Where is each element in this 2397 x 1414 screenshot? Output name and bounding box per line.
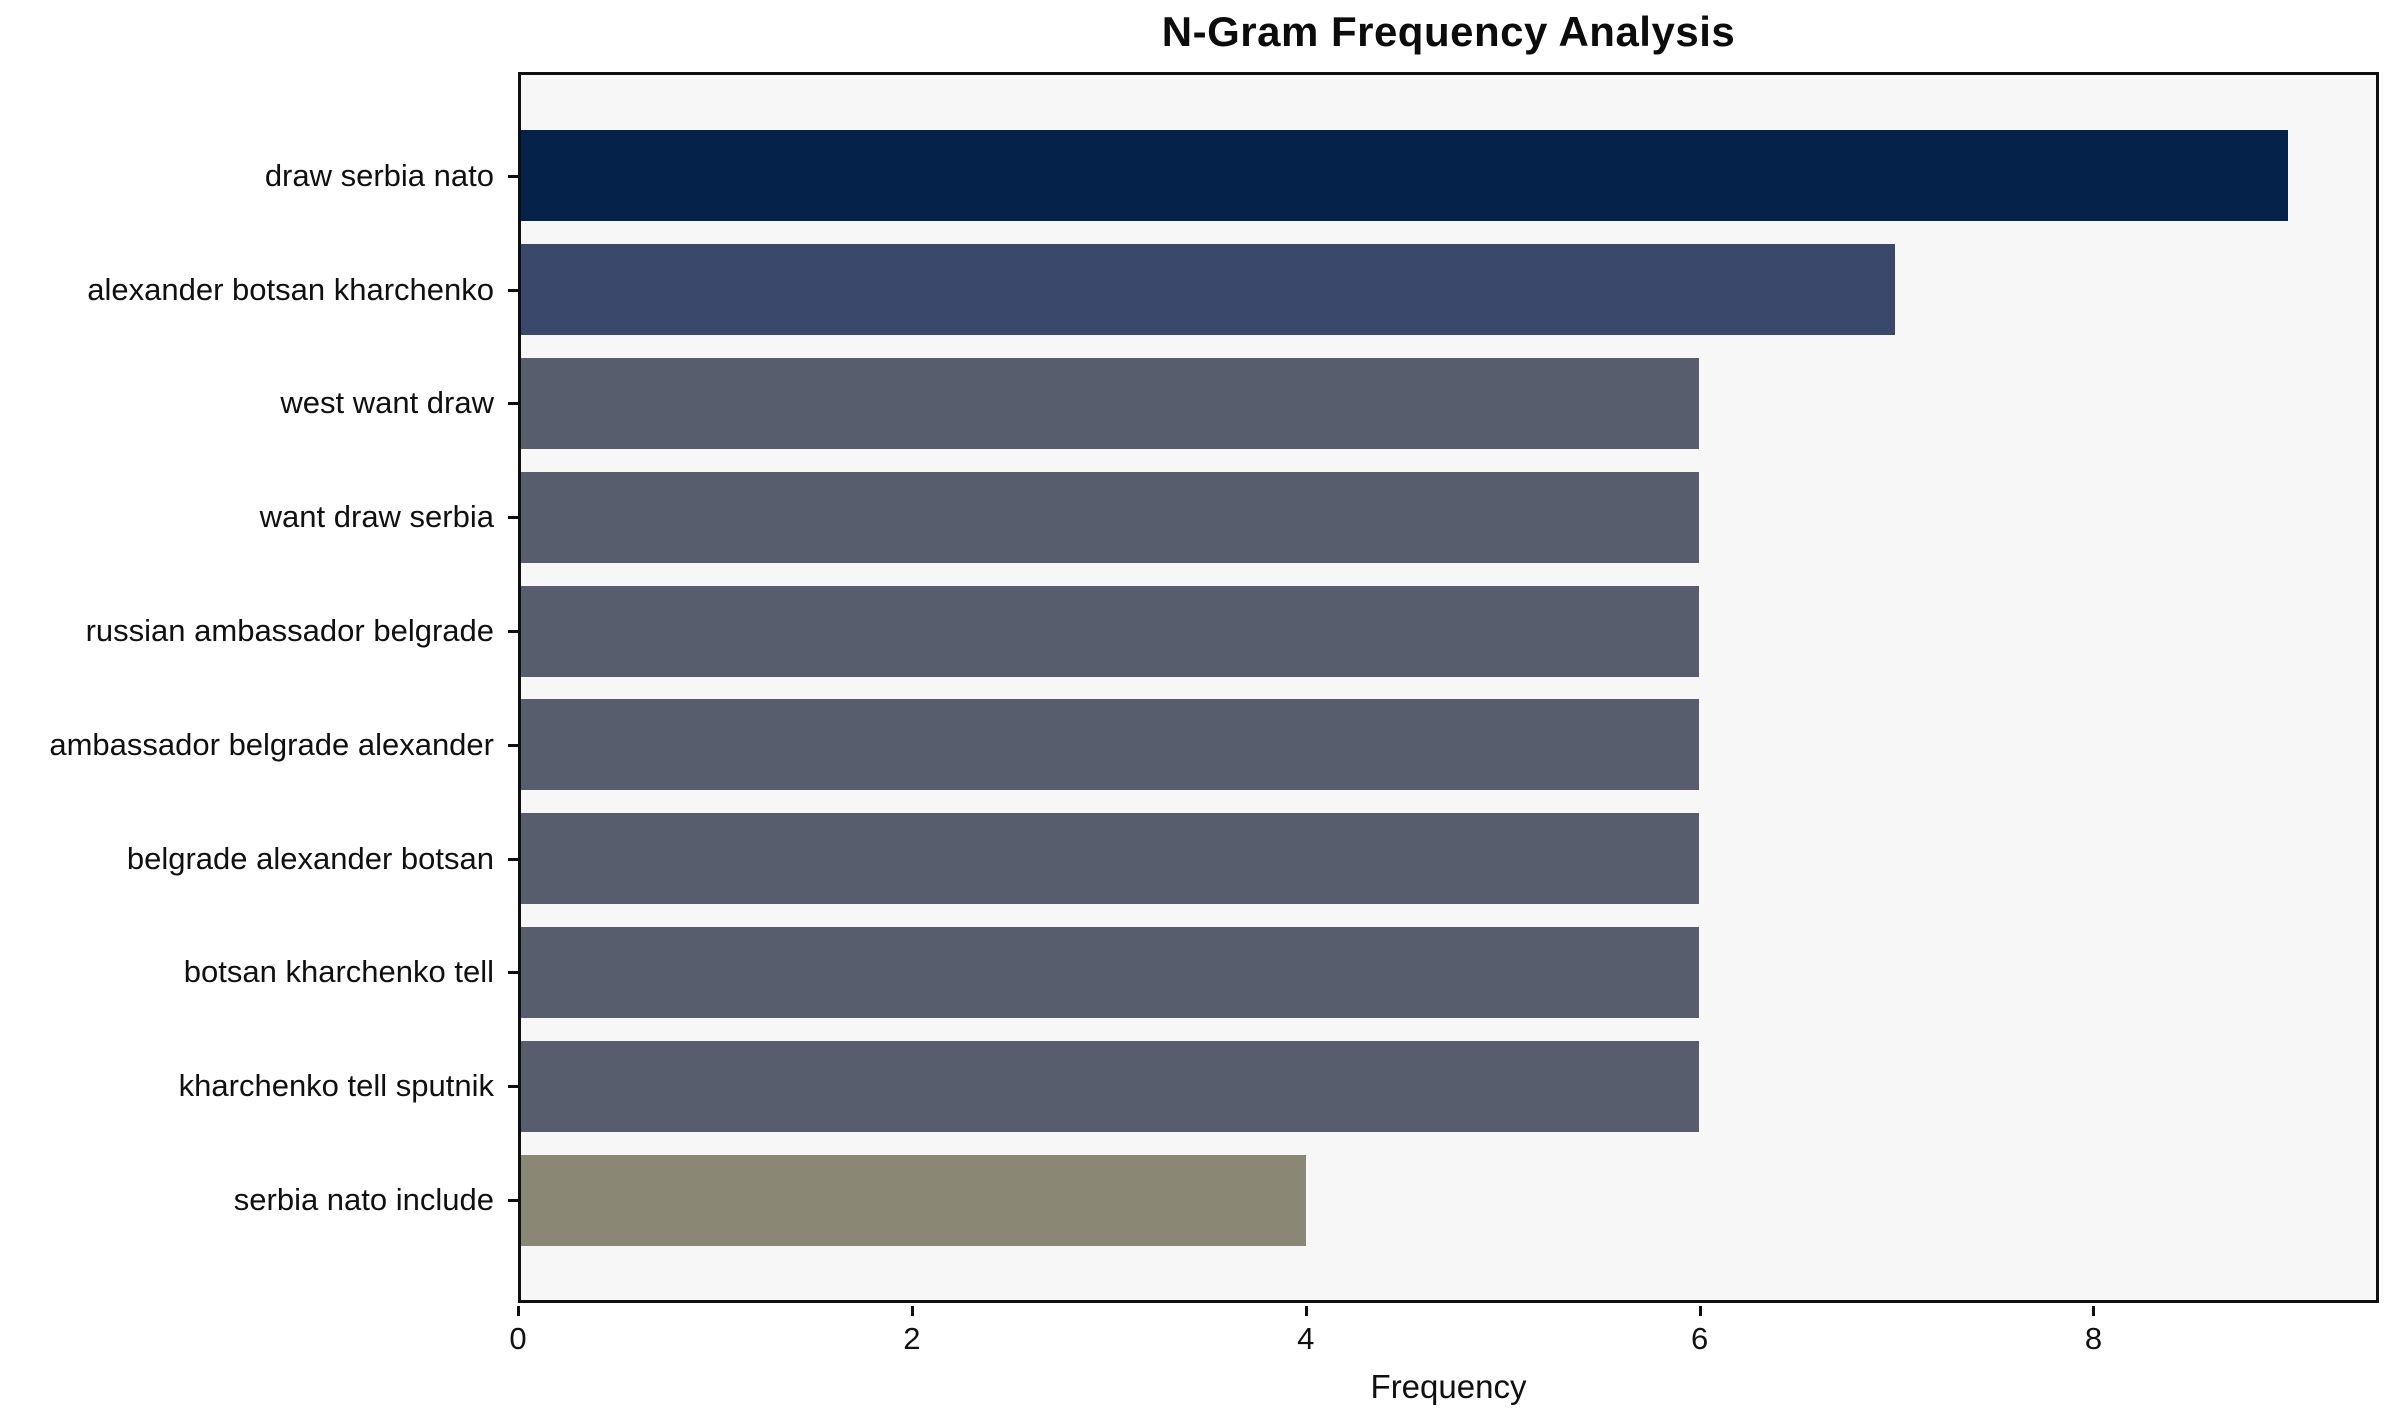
y-axis-tick (508, 516, 518, 520)
bar-row: ambassador belgrade alexander (49, 688, 2376, 802)
bar-row: serbia nato include (234, 1143, 2376, 1257)
bar (521, 1154, 1307, 1246)
bar-rows: draw serbia nato alexander botsan kharche… (49, 75, 2376, 1300)
bar-row: belgrade alexander botsan (127, 802, 2376, 916)
y-axis-tick (508, 288, 518, 292)
y-axis-tick (508, 743, 518, 747)
bar-row: russian ambassador belgrade (86, 574, 2376, 688)
x-axis-tick-label: 2 (903, 1321, 921, 1356)
bar-row: want draw serbia (260, 460, 2376, 574)
x-axis-tick-label: 8 (2084, 1321, 2103, 1356)
x-axis-tick (1698, 1306, 1702, 1316)
y-axis-label: botsan kharchenko tell (183, 954, 494, 990)
x-axis-tick-label: 0 (509, 1321, 527, 1356)
bar (521, 244, 1896, 336)
y-axis-tick (508, 971, 518, 975)
y-axis-tick (508, 1085, 518, 1089)
y-axis-label: serbia nato include (233, 1182, 494, 1218)
y-axis-tick (508, 857, 518, 861)
x-axis-tick (2092, 1306, 2096, 1316)
y-axis-label: kharchenko tell sputnik (178, 1068, 494, 1104)
x-axis-tick (910, 1306, 914, 1316)
y-axis-label: west want draw (280, 385, 494, 421)
x-axis: 0 2 4 6 8 (509, 1303, 2379, 1403)
chart-title: N-Gram Frequency Analysis (1161, 8, 1736, 55)
y-axis-tick (508, 174, 518, 178)
y-axis-tick (508, 630, 518, 634)
bar (521, 585, 1699, 677)
y-axis-label: draw serbia nato (264, 157, 494, 193)
bar (521, 699, 1699, 791)
x-axis-title: Frequency (1370, 1368, 1527, 1405)
bar (521, 813, 1699, 905)
y-axis-label: ambassador belgrade alexander (49, 726, 494, 762)
bar (521, 357, 1699, 449)
bar-row: alexander botsan kharchenko (87, 233, 2376, 347)
x-axis-tick (517, 1306, 520, 1316)
y-axis-tick (508, 1199, 518, 1203)
bar (521, 1040, 1699, 1132)
bar-row: kharchenko tell sputnik (179, 1029, 2376, 1143)
y-axis-label: want draw serbia (259, 499, 494, 535)
bar-row: west want draw (280, 347, 2376, 461)
bar-row: botsan kharchenko tell (184, 916, 2376, 1030)
bar (521, 471, 1699, 563)
plot-area: draw serbia nato alexander botsan kharche… (49, 72, 2379, 1303)
x-axis-tick-label: 4 (1297, 1321, 1315, 1356)
y-axis-label: russian ambassador belgrade (85, 613, 494, 649)
y-axis-tick (508, 402, 518, 406)
x-axis-tick-label: 6 (1690, 1321, 1709, 1356)
x-axis-tick (1304, 1306, 1308, 1316)
y-axis-label: belgrade alexander botsan (126, 840, 494, 876)
bar-row: draw serbia nato (265, 119, 2376, 233)
bar (521, 926, 1699, 1018)
y-axis-label: alexander botsan kharchenko (87, 271, 494, 307)
bar (521, 130, 2288, 222)
